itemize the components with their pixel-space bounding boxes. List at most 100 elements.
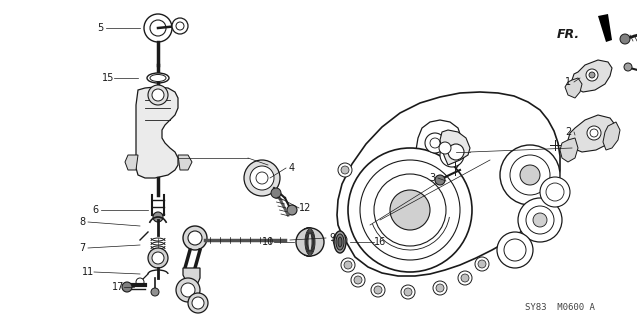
Polygon shape bbox=[178, 155, 192, 170]
Polygon shape bbox=[598, 14, 612, 42]
Circle shape bbox=[401, 285, 415, 299]
Circle shape bbox=[188, 293, 208, 313]
Circle shape bbox=[526, 206, 554, 234]
Text: 10: 10 bbox=[262, 237, 274, 247]
Text: 4: 4 bbox=[289, 163, 295, 173]
Circle shape bbox=[360, 160, 460, 260]
Circle shape bbox=[188, 231, 202, 245]
Text: 7: 7 bbox=[79, 243, 85, 253]
Polygon shape bbox=[572, 60, 612, 92]
Text: 12: 12 bbox=[299, 203, 311, 213]
Circle shape bbox=[333, 233, 347, 247]
Circle shape bbox=[144, 14, 172, 42]
Circle shape bbox=[271, 188, 281, 198]
Circle shape bbox=[478, 260, 486, 268]
Circle shape bbox=[287, 205, 297, 215]
Circle shape bbox=[192, 297, 204, 309]
Ellipse shape bbox=[334, 231, 346, 253]
Circle shape bbox=[181, 283, 195, 297]
Circle shape bbox=[439, 142, 451, 154]
Circle shape bbox=[620, 34, 630, 44]
Text: 9: 9 bbox=[329, 233, 335, 243]
Circle shape bbox=[435, 175, 445, 185]
Polygon shape bbox=[125, 155, 138, 170]
Circle shape bbox=[354, 276, 362, 284]
Circle shape bbox=[244, 160, 280, 196]
Circle shape bbox=[250, 166, 274, 190]
Text: 16: 16 bbox=[374, 237, 386, 247]
Circle shape bbox=[136, 278, 144, 286]
Circle shape bbox=[351, 273, 365, 287]
Circle shape bbox=[150, 20, 166, 36]
Circle shape bbox=[430, 138, 440, 148]
Circle shape bbox=[425, 133, 445, 153]
Circle shape bbox=[533, 213, 547, 227]
Polygon shape bbox=[560, 138, 578, 162]
Text: 8: 8 bbox=[79, 217, 85, 227]
Text: SY83  M0600 A: SY83 M0600 A bbox=[525, 303, 595, 313]
Circle shape bbox=[371, 283, 385, 297]
Circle shape bbox=[176, 278, 200, 302]
Circle shape bbox=[497, 232, 533, 268]
Circle shape bbox=[461, 274, 469, 282]
Circle shape bbox=[586, 69, 598, 81]
Text: 1: 1 bbox=[565, 77, 571, 87]
Circle shape bbox=[520, 165, 540, 185]
Polygon shape bbox=[565, 78, 582, 98]
Text: 6: 6 bbox=[92, 205, 98, 215]
Polygon shape bbox=[416, 120, 462, 181]
Circle shape bbox=[344, 261, 352, 269]
Circle shape bbox=[348, 148, 472, 272]
Ellipse shape bbox=[150, 75, 166, 82]
Circle shape bbox=[122, 282, 132, 292]
Polygon shape bbox=[337, 92, 560, 276]
Text: 2: 2 bbox=[565, 127, 571, 137]
Circle shape bbox=[296, 228, 324, 256]
Circle shape bbox=[183, 226, 207, 250]
Circle shape bbox=[546, 183, 564, 201]
Circle shape bbox=[445, 148, 459, 162]
Polygon shape bbox=[568, 115, 616, 152]
Circle shape bbox=[256, 172, 268, 184]
Circle shape bbox=[440, 143, 464, 167]
Circle shape bbox=[148, 248, 168, 268]
Circle shape bbox=[336, 236, 344, 244]
Circle shape bbox=[518, 198, 562, 242]
Ellipse shape bbox=[338, 237, 342, 247]
Text: 3: 3 bbox=[429, 173, 435, 183]
Circle shape bbox=[540, 177, 570, 207]
Polygon shape bbox=[603, 122, 620, 150]
Circle shape bbox=[176, 22, 184, 30]
Circle shape bbox=[390, 190, 430, 230]
Text: 11: 11 bbox=[82, 267, 94, 277]
Circle shape bbox=[589, 72, 595, 78]
Circle shape bbox=[587, 126, 601, 140]
Circle shape bbox=[374, 286, 382, 294]
Circle shape bbox=[148, 85, 168, 105]
Circle shape bbox=[153, 212, 163, 222]
Circle shape bbox=[436, 284, 444, 292]
Circle shape bbox=[404, 288, 412, 296]
Text: 17: 17 bbox=[112, 282, 124, 292]
Circle shape bbox=[172, 18, 188, 34]
Circle shape bbox=[152, 252, 164, 264]
Ellipse shape bbox=[147, 73, 169, 83]
Circle shape bbox=[341, 258, 355, 272]
Ellipse shape bbox=[336, 234, 344, 250]
Circle shape bbox=[338, 163, 352, 177]
Circle shape bbox=[504, 239, 526, 261]
Circle shape bbox=[510, 155, 550, 195]
Circle shape bbox=[458, 271, 472, 285]
Circle shape bbox=[341, 166, 349, 174]
Polygon shape bbox=[183, 268, 200, 288]
Circle shape bbox=[475, 257, 489, 271]
Circle shape bbox=[152, 89, 164, 101]
Polygon shape bbox=[136, 87, 178, 178]
Circle shape bbox=[448, 144, 464, 160]
Circle shape bbox=[374, 174, 446, 246]
Circle shape bbox=[624, 63, 632, 71]
Circle shape bbox=[590, 129, 598, 137]
Circle shape bbox=[151, 288, 159, 296]
Polygon shape bbox=[440, 130, 470, 165]
Circle shape bbox=[500, 145, 560, 205]
